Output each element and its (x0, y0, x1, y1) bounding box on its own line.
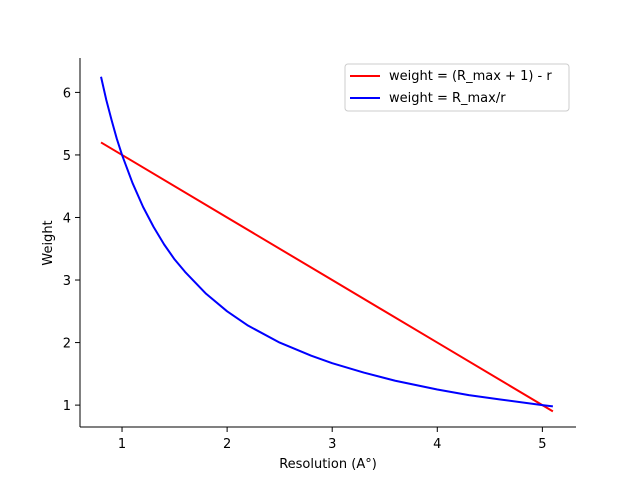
x-tick-label: 1 (118, 437, 126, 452)
y-tick-label: 4 (63, 211, 71, 226)
y-tick-label: 2 (63, 337, 71, 352)
y-tick-label: 1 (63, 399, 71, 414)
y-tick-label: 5 (63, 149, 71, 164)
legend-label-blue: weight = R_max/r (389, 91, 506, 106)
x-axis-ticks: 1 2 3 4 5 (118, 427, 547, 452)
y-axis-label: Weight (41, 220, 56, 265)
legend: weight = (R_max + 1) - r weight = R_max/… (344, 63, 570, 112)
series-line-blue (100, 76, 553, 408)
x-tick-label: 3 (328, 437, 336, 452)
x-tick-label: 5 (538, 437, 546, 452)
y-tick-label: 3 (63, 274, 71, 289)
x-tick-label: 4 (433, 437, 441, 452)
x-axis-label: Resolution (A°) (279, 457, 377, 472)
legend-label-red: weight = (R_max + 1) - r (389, 69, 552, 84)
x-tick-label: 2 (223, 437, 231, 452)
legend-box (344, 63, 570, 112)
series-lines (100, 76, 554, 413)
y-axis-ticks: 1 2 3 4 5 6 (63, 86, 80, 414)
y-tick-label: 6 (63, 86, 71, 101)
